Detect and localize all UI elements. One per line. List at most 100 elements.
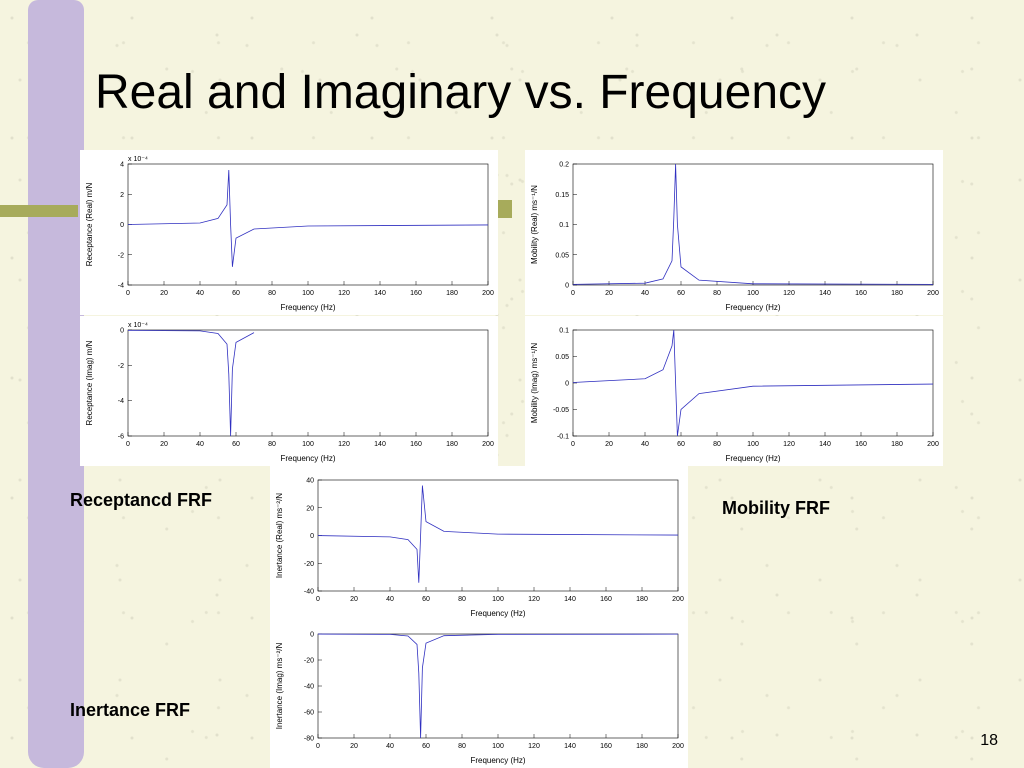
svg-text:120: 120 <box>528 743 540 750</box>
svg-text:120: 120 <box>338 290 350 297</box>
svg-text:20: 20 <box>160 290 168 297</box>
svg-text:200: 200 <box>672 743 684 750</box>
svg-text:0.2: 0.2 <box>559 162 569 169</box>
svg-text:40: 40 <box>196 441 204 448</box>
svg-text:Receptance (Imag) m/N: Receptance (Imag) m/N <box>85 340 94 425</box>
svg-text:-40: -40 <box>304 589 314 596</box>
svg-text:100: 100 <box>747 441 759 448</box>
svg-text:-4: -4 <box>118 398 124 405</box>
svg-text:200: 200 <box>482 441 494 448</box>
receptance-real-chart: 020406080100120140160180200-4-2024Freque… <box>80 150 498 315</box>
svg-text:Receptance (Real) m/N: Receptance (Real) m/N <box>85 182 94 266</box>
svg-text:100: 100 <box>302 290 314 297</box>
svg-text:140: 140 <box>819 290 831 297</box>
svg-text:180: 180 <box>446 290 458 297</box>
svg-text:2: 2 <box>120 192 124 199</box>
svg-text:Mobility (Imag) ms⁻¹/N: Mobility (Imag) ms⁻¹/N <box>530 343 539 423</box>
svg-text:200: 200 <box>927 290 939 297</box>
svg-text:0: 0 <box>310 533 314 540</box>
svg-text:-2: -2 <box>118 363 124 370</box>
svg-text:180: 180 <box>446 441 458 448</box>
svg-text:100: 100 <box>492 596 504 603</box>
svg-text:180: 180 <box>891 290 903 297</box>
svg-text:100: 100 <box>302 441 314 448</box>
svg-text:60: 60 <box>232 290 240 297</box>
svg-text:0.05: 0.05 <box>555 354 569 361</box>
svg-text:Inertance (Imag) ms⁻²/N: Inertance (Imag) ms⁻²/N <box>275 643 284 730</box>
svg-text:Inertance (Real) ms⁻²/N: Inertance (Real) ms⁻²/N <box>275 493 284 578</box>
svg-text:20: 20 <box>160 441 168 448</box>
inertance-real-chart: 020406080100120140160180200-40-2002040Fr… <box>270 466 688 621</box>
mobility-imag-chart: 020406080100120140160180200-0.1-0.0500.0… <box>525 316 943 466</box>
svg-text:120: 120 <box>783 290 795 297</box>
svg-text:40: 40 <box>196 290 204 297</box>
slide-title: Real and Imaginary vs. Frequency <box>95 65 826 120</box>
svg-text:4: 4 <box>120 162 124 169</box>
svg-text:Frequency (Hz): Frequency (Hz) <box>470 756 525 765</box>
svg-text:60: 60 <box>232 441 240 448</box>
svg-text:20: 20 <box>306 505 314 512</box>
svg-text:0.1: 0.1 <box>559 328 569 335</box>
svg-text:100: 100 <box>492 743 504 750</box>
svg-text:0.05: 0.05 <box>555 252 569 259</box>
svg-text:60: 60 <box>677 441 685 448</box>
svg-text:80: 80 <box>268 290 276 297</box>
svg-text:140: 140 <box>819 441 831 448</box>
svg-text:20: 20 <box>350 596 358 603</box>
svg-text:40: 40 <box>641 441 649 448</box>
svg-text:140: 140 <box>374 441 386 448</box>
svg-text:Frequency (Hz): Frequency (Hz) <box>470 609 525 618</box>
inertance-label: Inertance FRF <box>70 700 190 721</box>
svg-text:120: 120 <box>338 441 350 448</box>
svg-text:160: 160 <box>410 290 422 297</box>
svg-text:0: 0 <box>126 441 130 448</box>
svg-text:40: 40 <box>641 290 649 297</box>
svg-text:0: 0 <box>310 632 314 639</box>
svg-text:-6: -6 <box>118 434 124 441</box>
svg-text:140: 140 <box>564 596 576 603</box>
svg-text:Frequency (Hz): Frequency (Hz) <box>725 303 780 312</box>
svg-text:-40: -40 <box>304 684 314 691</box>
svg-text:-20: -20 <box>304 561 314 568</box>
mobility-label: Mobility FRF <box>722 498 830 519</box>
svg-text:0: 0 <box>120 222 124 229</box>
svg-text:80: 80 <box>458 596 466 603</box>
svg-text:200: 200 <box>482 290 494 297</box>
svg-text:0.1: 0.1 <box>559 222 569 229</box>
inertance-imag-chart: 020406080100120140160180200-80-60-40-200… <box>270 620 688 768</box>
svg-text:-4: -4 <box>118 283 124 290</box>
svg-text:120: 120 <box>783 441 795 448</box>
svg-text:0: 0 <box>565 283 569 290</box>
svg-text:20: 20 <box>605 290 613 297</box>
svg-text:140: 140 <box>374 290 386 297</box>
svg-text:0: 0 <box>126 290 130 297</box>
svg-text:0: 0 <box>571 441 575 448</box>
svg-text:Frequency (Hz): Frequency (Hz) <box>725 454 780 463</box>
svg-text:-2: -2 <box>118 252 124 259</box>
decor-purple-stripe <box>28 0 84 768</box>
svg-text:120: 120 <box>528 596 540 603</box>
svg-text:80: 80 <box>713 441 721 448</box>
svg-text:200: 200 <box>927 441 939 448</box>
svg-text:100: 100 <box>747 290 759 297</box>
svg-text:x 10⁻⁴: x 10⁻⁴ <box>128 322 148 329</box>
svg-text:40: 40 <box>306 478 314 485</box>
svg-text:80: 80 <box>458 743 466 750</box>
mobility-real-chart: 02040608010012014016018020000.050.10.150… <box>525 150 943 315</box>
svg-text:20: 20 <box>350 743 358 750</box>
svg-text:Frequency (Hz): Frequency (Hz) <box>280 454 335 463</box>
svg-text:0: 0 <box>571 290 575 297</box>
page-number: 18 <box>980 732 998 750</box>
svg-text:0: 0 <box>565 381 569 388</box>
receptance-label: Receptancd FRF <box>70 490 212 511</box>
svg-text:160: 160 <box>855 290 867 297</box>
svg-text:40: 40 <box>386 743 394 750</box>
svg-text:140: 140 <box>564 743 576 750</box>
svg-text:-60: -60 <box>304 710 314 717</box>
svg-text:200: 200 <box>672 596 684 603</box>
receptance-imag-chart: 020406080100120140160180200-6-4-20Freque… <box>80 316 498 466</box>
svg-text:0: 0 <box>316 596 320 603</box>
svg-text:180: 180 <box>891 441 903 448</box>
svg-text:Mobility (Real) ms⁻¹/N: Mobility (Real) ms⁻¹/N <box>530 185 539 264</box>
svg-text:60: 60 <box>422 743 430 750</box>
